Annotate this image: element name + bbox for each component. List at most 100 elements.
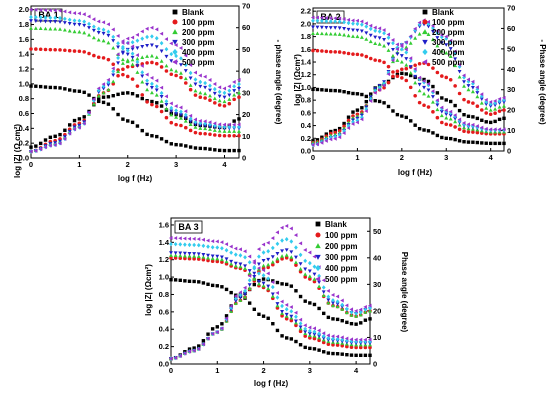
phase-point [435, 91, 440, 95]
modulus-point [106, 33, 111, 38]
phase-point [261, 277, 266, 281]
modulus-point [431, 110, 435, 114]
phase-point [212, 86, 217, 92]
modulus-point [201, 253, 206, 257]
modulus-point [363, 353, 368, 358]
modulus-point [178, 251, 183, 256]
phase-point [57, 141, 62, 146]
modulus-point [457, 117, 462, 122]
modulus-point [33, 19, 38, 23]
phase-point [130, 35, 135, 40]
phase-point [355, 112, 360, 117]
modulus-point [444, 109, 449, 114]
modulus-point [233, 263, 238, 268]
phase-point [159, 40, 164, 46]
modulus-point [359, 22, 364, 27]
phase-point [116, 61, 121, 65]
phase-point [346, 126, 351, 131]
modulus-point [457, 139, 462, 143]
x-tick-label: 0 [311, 153, 315, 162]
modulus-point [222, 148, 227, 153]
phase-point [284, 237, 289, 242]
modulus-point [317, 331, 321, 336]
phase-point [106, 77, 110, 82]
phase-point [400, 71, 404, 76]
phase-point [330, 293, 335, 297]
y2-axis-label: - Phase angle (degree) [538, 39, 547, 125]
phase-point [358, 307, 363, 312]
modulus-point [359, 19, 364, 24]
modulus-point [266, 286, 271, 291]
modulus-point [311, 87, 315, 92]
phase-point [404, 66, 409, 71]
phase-point [430, 29, 435, 34]
phase-point [321, 293, 326, 298]
phase-point [247, 273, 252, 278]
phase-point [238, 298, 243, 302]
phase-point [215, 330, 219, 335]
modulus-point [164, 94, 168, 99]
modulus-point [355, 34, 360, 39]
modulus-point [475, 130, 480, 135]
y-tick-label: 0.8 [19, 94, 29, 103]
phase-point [183, 76, 188, 81]
y-tick-label: 2.0 [19, 5, 29, 14]
modulus-point [400, 114, 404, 118]
phase-point [453, 103, 457, 108]
phase-point [150, 60, 154, 65]
y-tick-label: 1.4 [19, 50, 30, 59]
phase-point [192, 346, 196, 350]
phase-point [475, 116, 480, 121]
modulus-point [145, 72, 149, 77]
phase-point [196, 346, 201, 351]
phase-point [215, 325, 219, 329]
modulus-point [206, 255, 210, 260]
phase-point [342, 121, 346, 126]
modulus-point [111, 27, 115, 32]
modulus-point [164, 115, 169, 120]
modulus-point [342, 32, 347, 37]
phase-point [150, 99, 154, 104]
phase-point [280, 282, 284, 286]
modulus-point [417, 88, 422, 93]
phase-point [203, 91, 208, 96]
y2-tick-label: 50 [373, 227, 381, 236]
phase-point [324, 132, 329, 136]
modulus-point [270, 280, 275, 285]
modulus-point [247, 301, 252, 305]
modulus-point [275, 290, 279, 295]
modulus-point [280, 303, 284, 309]
modulus-point [346, 33, 351, 38]
modulus-point [149, 86, 154, 90]
y2-tick-label: 60 [507, 24, 515, 33]
phase-point [368, 308, 372, 313]
phase-point [333, 136, 337, 141]
modulus-point [188, 119, 193, 124]
phase-point [67, 131, 72, 136]
modulus-point [333, 26, 338, 30]
modulus-point [333, 88, 337, 93]
phase-point [311, 139, 315, 143]
phase-point [439, 33, 444, 37]
phase-point [413, 36, 418, 40]
phase-point [101, 90, 106, 95]
modulus-point [333, 50, 337, 54]
modulus-point [201, 237, 205, 242]
modulus-point [422, 91, 427, 96]
phase-point [208, 83, 212, 88]
modulus-point [179, 123, 183, 128]
phase-point [63, 128, 67, 132]
modulus-point [130, 62, 135, 67]
phase-point [106, 95, 111, 99]
phase-point [417, 20, 422, 25]
modulus-point [355, 52, 360, 57]
modulus-point [237, 148, 241, 153]
phase-point [484, 99, 489, 105]
phase-point [493, 103, 498, 108]
modulus-point [345, 344, 349, 349]
y-tick-label: 0.2 [159, 342, 169, 351]
phase-point [294, 263, 298, 267]
phase-point [331, 303, 335, 308]
modulus-point [422, 85, 427, 90]
phase-point [373, 88, 378, 94]
